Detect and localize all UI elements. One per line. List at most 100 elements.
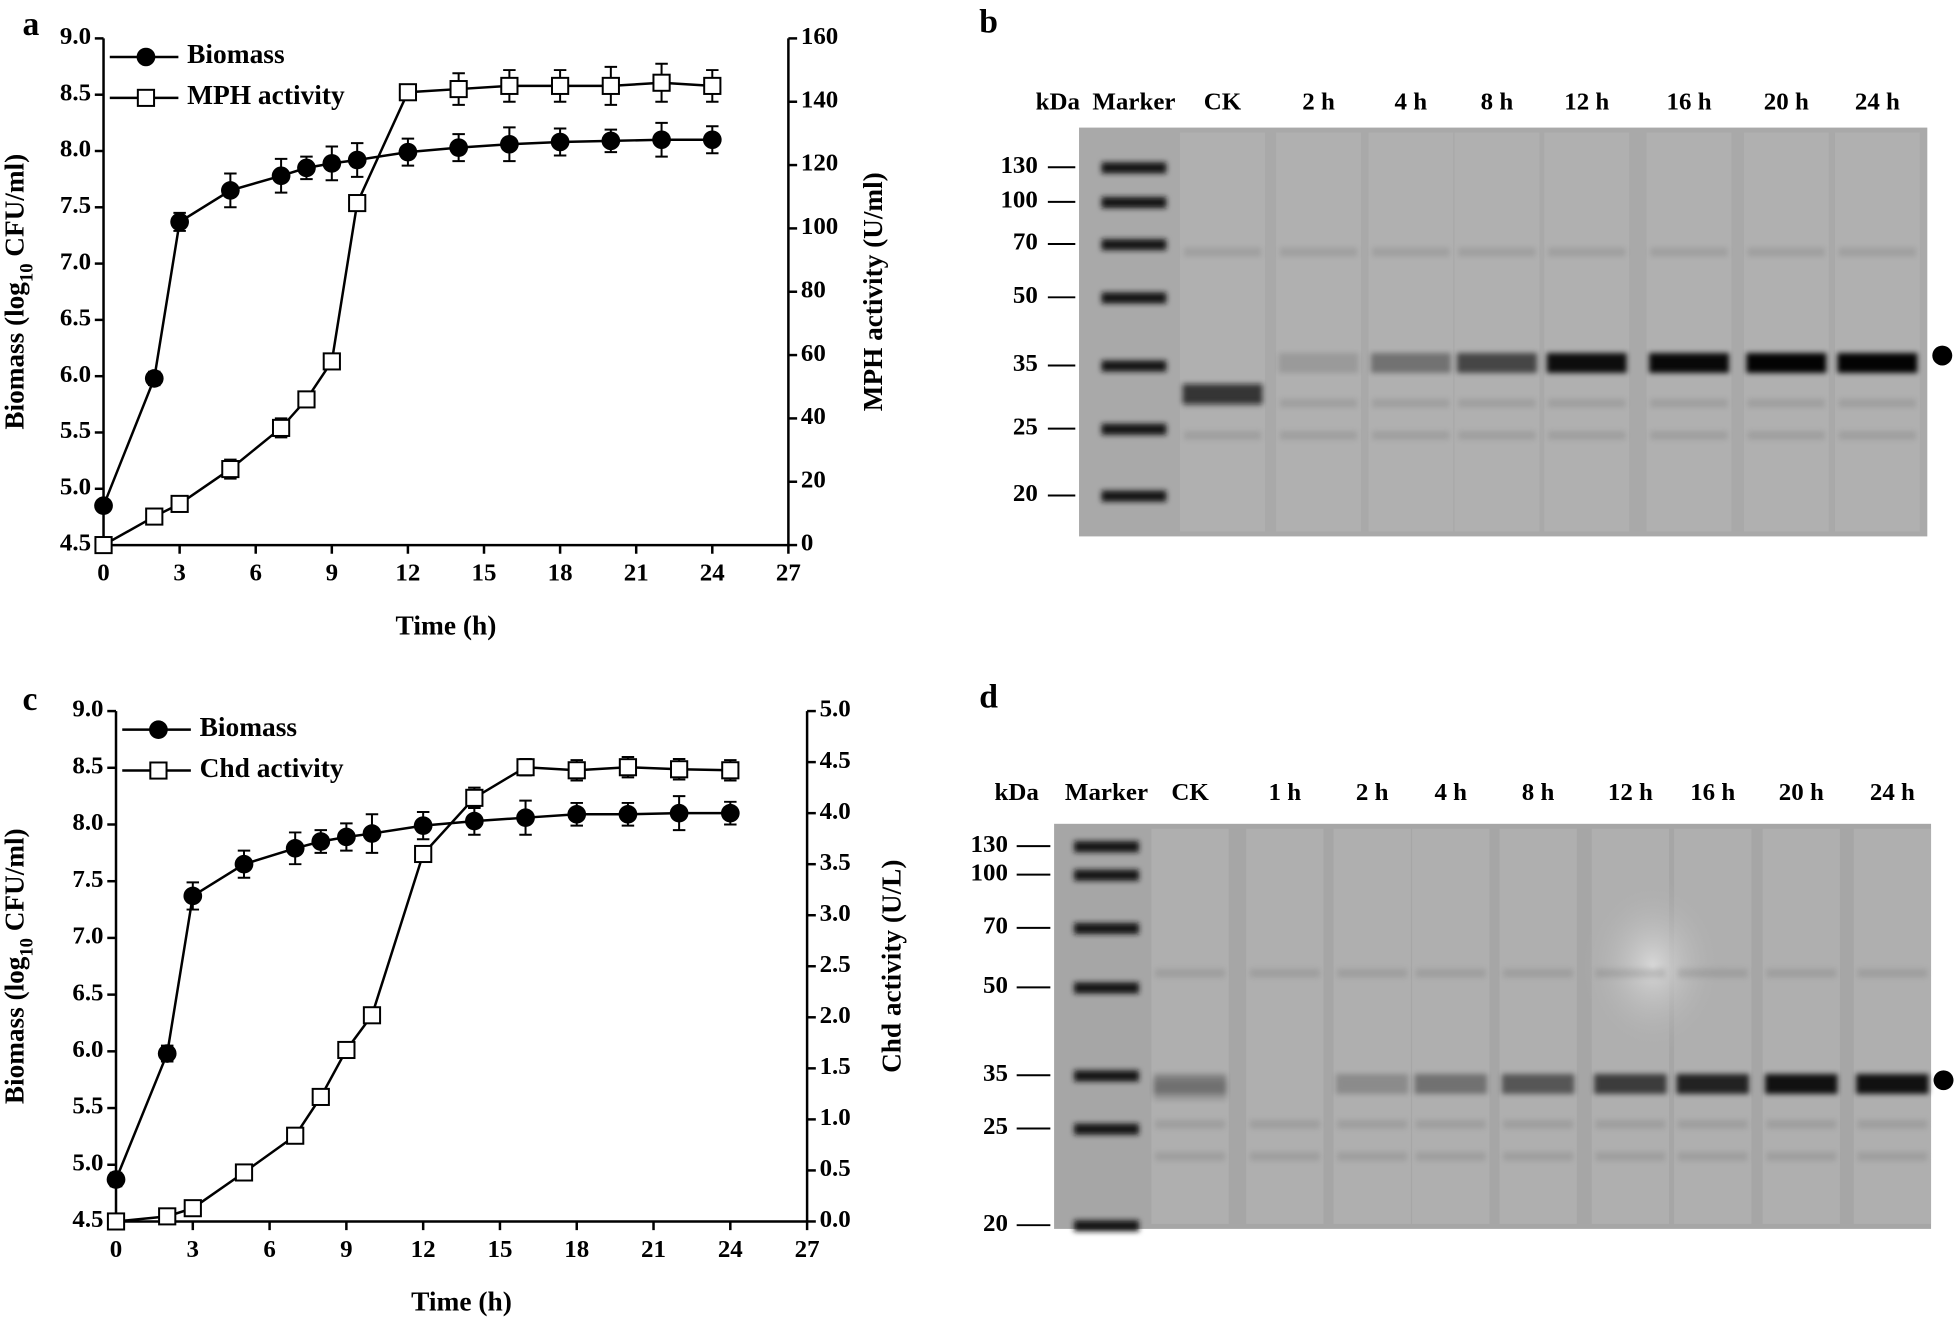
legend-label: Biomass — [200, 712, 298, 742]
faint-band — [1415, 968, 1486, 978]
gel-lane — [1762, 828, 1840, 1224]
ladder-band — [1074, 869, 1139, 881]
faint-band — [1279, 398, 1358, 408]
x-axis-label: Time (h) — [411, 1287, 512, 1317]
ladder-band — [1101, 490, 1167, 502]
marker — [347, 150, 367, 170]
marker — [516, 758, 535, 777]
lane-label: 8 h — [1522, 779, 1555, 806]
gel-lane — [1544, 132, 1630, 532]
marker — [652, 73, 671, 92]
ladder-band — [1074, 982, 1139, 994]
marker — [567, 761, 586, 780]
marker — [398, 142, 418, 162]
gel-lane — [1834, 132, 1920, 532]
ladder-band — [1101, 239, 1167, 251]
y2-tick-label: 0 — [801, 530, 813, 557]
x-axis-label: Time (h) — [396, 610, 497, 640]
faint-band — [1677, 1152, 1748, 1161]
marker-label: 130 — [971, 831, 1008, 858]
marker — [234, 1163, 254, 1182]
lane-label: 16 h — [1667, 89, 1712, 116]
gel-lane — [1246, 828, 1324, 1224]
marker — [337, 1040, 356, 1060]
legend-marker — [149, 761, 168, 780]
y-tick-label: 6.5 — [60, 305, 91, 332]
faint-band — [1747, 247, 1826, 257]
series-line — [114, 811, 731, 1180]
y2-tick-label: 20 — [801, 466, 826, 493]
marker — [271, 418, 291, 437]
faint-band — [1766, 1152, 1837, 1161]
chart: c 0 3 6 9 12 15 18 21 24 27 4.5 5.0 5.5 6.0 6.5 7.0 7.5 8.… — [0, 681, 907, 1317]
protein-band — [1370, 353, 1451, 373]
faint-band — [1415, 1152, 1486, 1161]
faint-band — [1548, 247, 1626, 257]
y-tick-label: 4.5 — [60, 530, 91, 557]
marker — [362, 824, 382, 843]
ladder-band — [1101, 292, 1167, 304]
faint-band — [1766, 1119, 1837, 1129]
lane-label: 2 h — [1302, 89, 1335, 116]
x-tick-label: 9 — [326, 560, 338, 587]
marker — [550, 132, 570, 152]
faint-band — [1337, 1152, 1408, 1161]
target-dot — [1933, 1070, 1954, 1091]
marker — [158, 1207, 177, 1226]
marker — [311, 832, 331, 851]
marker — [702, 130, 722, 150]
faint-band — [1279, 247, 1358, 257]
y-axis-label-part: 10 — [16, 938, 37, 957]
ladder-band — [1074, 1220, 1139, 1232]
marker-label: 20 — [1013, 480, 1038, 507]
marker-label: 35 — [983, 1060, 1008, 1087]
protein-band — [1546, 353, 1627, 373]
lane-label: 4 h — [1395, 89, 1428, 116]
faint-band — [1155, 1119, 1225, 1129]
legend-marker — [136, 88, 156, 107]
faint-band — [1183, 247, 1262, 257]
y-tick-label: 8.5 — [60, 79, 91, 106]
faint-band — [1183, 431, 1262, 440]
protein-band — [1676, 1074, 1749, 1094]
y2-tick-label: 3.5 — [820, 849, 851, 876]
faint-band — [1503, 1119, 1574, 1129]
y-axis-label-part: 10 — [16, 264, 37, 283]
marker — [285, 839, 305, 858]
faint-band — [1595, 968, 1666, 978]
x-tick-label: 24 — [718, 1236, 743, 1263]
lane-label: 16 h — [1690, 779, 1735, 806]
y-tick-label: 8.0 — [72, 809, 103, 836]
marker — [500, 76, 519, 95]
lane-label: Marker — [1065, 779, 1148, 806]
marker — [297, 158, 316, 178]
faint-band — [1155, 1152, 1225, 1161]
lane-label: 12 h — [1564, 89, 1609, 116]
y2-tick-label: 2.0 — [820, 1002, 851, 1029]
legend-marker — [136, 47, 156, 67]
marker — [221, 181, 240, 200]
y-tick-label: 7.0 — [60, 248, 91, 275]
y2-tick-label: 140 — [801, 86, 838, 113]
ladder-band — [1101, 423, 1167, 435]
faint-band — [1677, 968, 1748, 978]
lane-label: 24 h — [1870, 779, 1915, 806]
faint-band — [1838, 431, 1917, 440]
lane-label: 1 h — [1269, 779, 1302, 806]
ladder-band — [1101, 360, 1167, 372]
marker-label: 25 — [983, 1113, 1008, 1140]
protein-band — [1457, 353, 1537, 373]
y-tick-label: 9.0 — [60, 23, 91, 50]
y-axis-label-part: CFU/ml) — [0, 154, 30, 264]
x-tick-label: 0 — [97, 560, 109, 587]
y-tick-label: 5.0 — [60, 474, 91, 501]
ck-band — [1182, 384, 1263, 404]
lane-label: CK — [1204, 89, 1242, 116]
y2-tick-label: 4.0 — [820, 798, 851, 825]
y-tick-label: 9.0 — [72, 696, 103, 723]
marker — [322, 154, 342, 173]
x-tick-label: 3 — [187, 1236, 199, 1263]
y-axis-label: Biomass (log10 CFU/ml) — [0, 154, 37, 430]
marker — [516, 808, 535, 827]
